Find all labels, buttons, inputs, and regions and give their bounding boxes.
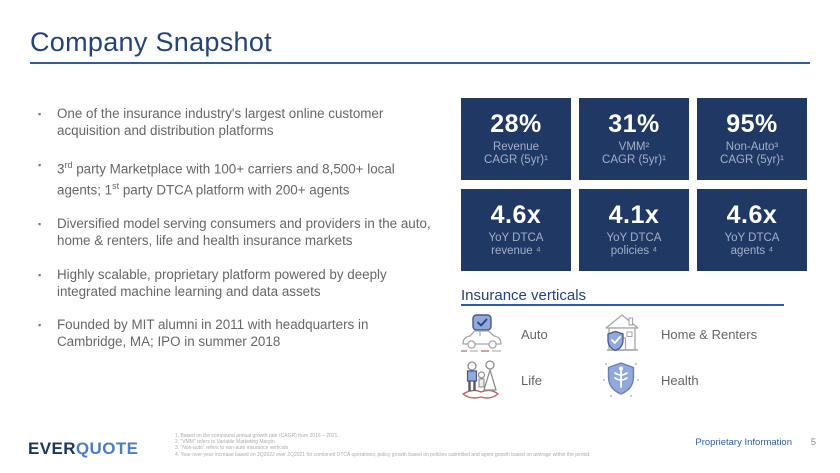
- logo-text-ever: EVER: [28, 439, 76, 458]
- bullet-item: Highly scalable, proprietary platform po…: [38, 267, 438, 301]
- bullet-item: Diversified model serving consumers and …: [38, 216, 438, 250]
- stat-dtca-revenue: 4.6x YoY DTCA revenue ⁴: [461, 189, 571, 271]
- footnote: 2. “VMM” refers to Variable Marketing Ma…: [175, 439, 275, 446]
- insurance-verticals-heading: Insurance verticals: [461, 287, 587, 304]
- vertical-label: Life: [521, 372, 542, 388]
- title-divider: [30, 62, 810, 64]
- footnote: 4. Year-over-year increase based on 2Q20…: [175, 451, 591, 458]
- page-title: Company Snapshot: [30, 27, 272, 57]
- footnote: 1. Based on the compound annual growth r…: [175, 433, 339, 439]
- home-shield-icon: [598, 313, 644, 355]
- page-number: 5: [810, 437, 816, 448]
- vertical-label: Health: [661, 372, 699, 388]
- stat-nonauto-cagr: 95% Non-Auto³ CAGR (5yr)¹: [697, 98, 807, 180]
- car-check-icon: [458, 313, 504, 355]
- vertical-label: Home & Renters: [661, 326, 758, 342]
- stat-revenue-cagr: 28% Revenue CAGR (5yr)¹: [461, 98, 571, 180]
- vertical-health: Health: [598, 359, 793, 401]
- kpi-grid: 28% Revenue CAGR (5yr)¹ 31% VMM² CAGR (5yr…: [461, 98, 807, 271]
- proprietary-label: Proprietary Information: [695, 437, 792, 448]
- company-bullet-list: One of the insurance industry's largest …: [38, 106, 438, 368]
- vertical-life: Life: [458, 359, 598, 401]
- everquote-logo: EVERQUOTE: [28, 439, 138, 459]
- logo-text-quote: QUOTE: [75, 439, 139, 458]
- bullet-item: Founded by MIT alumni in 2011 with headq…: [38, 317, 438, 351]
- health-shield-icon: [598, 359, 644, 401]
- bullet-item: One of the insurance industry's largest …: [38, 106, 438, 140]
- footnote: 3. “Non-auto” refers to non-auto insuran…: [175, 445, 289, 452]
- verticals-grid: Auto Home & Renters: [458, 311, 793, 403]
- stat-dtca-policies: 4.1x YoY DTCA policies ⁴: [579, 189, 689, 271]
- footnotes: 1. Based on the compound annual growth r…: [175, 433, 695, 458]
- verticals-divider: [461, 304, 784, 306]
- stat-dtca-agents: 4.6x YoY DTCA agents ⁴: [697, 189, 807, 271]
- family-icon: [458, 359, 504, 401]
- bullet-item: 3rd party Marketplace with 100+ carriers…: [38, 157, 438, 200]
- stat-vmm-cagr: 31% VMM² CAGR (5yr)¹: [579, 98, 689, 180]
- vertical-label: Auto: [521, 326, 548, 342]
- vertical-auto: Auto: [458, 313, 598, 355]
- vertical-home-renters: Home & Renters: [598, 313, 793, 355]
